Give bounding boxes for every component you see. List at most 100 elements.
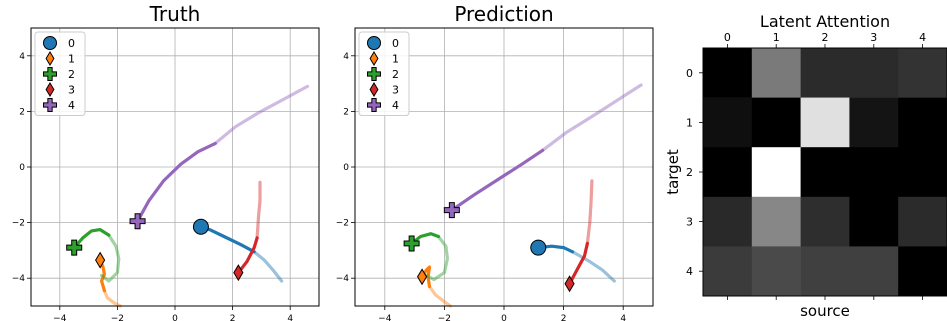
x-tick-label: 1 xyxy=(773,31,780,44)
x-tick-label: 4 xyxy=(919,31,926,44)
heatmap-cell xyxy=(898,196,947,247)
history-trajectory-3 xyxy=(567,241,590,286)
y-tick-label: 2 xyxy=(19,107,25,117)
legend-label-4: 4 xyxy=(68,99,75,112)
heatmap-cell xyxy=(703,196,753,247)
heatmap-cell xyxy=(849,97,899,148)
legend-marker-4 xyxy=(367,98,381,112)
legend-label-2: 2 xyxy=(392,68,399,81)
future-trajectory-3 xyxy=(255,180,262,240)
history-trajectory-2 xyxy=(410,232,440,245)
future-trajectory-1 xyxy=(427,284,452,308)
x-tick-label: 4 xyxy=(620,314,626,321)
legend-box xyxy=(358,31,410,116)
heatmap-cell xyxy=(849,246,899,297)
legend-marker-2 xyxy=(43,67,57,81)
legend-marker-1 xyxy=(45,51,55,66)
y-tick-label: 2 xyxy=(343,107,349,117)
agent-marker-1 xyxy=(95,251,106,269)
x-tick-label: 0 xyxy=(172,314,178,321)
x-tick-label: −2 xyxy=(111,314,124,321)
heatmap-cell xyxy=(751,246,801,297)
heatmap-cell xyxy=(849,196,899,247)
agent-marker-4 xyxy=(443,202,460,219)
agent-marker-3 xyxy=(233,264,244,282)
legend-label-1: 1 xyxy=(392,53,399,66)
x-tick-label: 0 xyxy=(724,31,731,44)
legend-label-0: 0 xyxy=(68,37,75,50)
legend-label-4: 4 xyxy=(392,99,399,112)
y-tick-label: 4 xyxy=(686,265,693,278)
history-trajectory-1 xyxy=(420,265,432,289)
x-tick-label: 2 xyxy=(561,314,567,321)
legend: 0 1 2 3 4 xyxy=(358,31,410,116)
future-trajectory-0 xyxy=(252,250,284,283)
agent-marker-2 xyxy=(66,239,83,256)
future-trajectory-1 xyxy=(102,289,122,308)
x-tick-label: 0 xyxy=(501,314,507,321)
agent-marker-1 xyxy=(416,268,428,286)
heatmap-cell xyxy=(849,147,899,198)
legend-box xyxy=(34,31,86,116)
heatmap-cell xyxy=(751,147,801,198)
y-tick-label: −2 xyxy=(336,219,349,229)
future-trajectory-4 xyxy=(541,83,643,152)
agent-marker-4 xyxy=(129,213,146,230)
truth-panel: −4 −2 0 2 4 −4 −2 0 2 4 Truth 0 1 2 3 4 xyxy=(12,2,320,321)
heatmap-cell xyxy=(898,48,947,98)
history-trajectory-4 xyxy=(136,141,217,223)
heatmap-cell xyxy=(800,196,850,247)
legend-marker-3 xyxy=(45,82,55,97)
legend-marker-0 xyxy=(43,36,57,50)
x-tick-label: 2 xyxy=(822,31,829,44)
chart-title: Prediction xyxy=(454,2,553,26)
history-trajectory-3 xyxy=(236,236,259,275)
heatmap-cell xyxy=(898,97,947,148)
heatmap-cell xyxy=(703,97,753,148)
future-trajectory-2 xyxy=(424,234,449,282)
heatmap-cell xyxy=(703,147,753,198)
legend-marker-3 xyxy=(369,82,379,97)
heatmap-cell xyxy=(849,48,899,98)
y-tick-label: 0 xyxy=(19,163,25,173)
y-tick-label: 2 xyxy=(686,166,693,179)
x-axis-label: source xyxy=(800,302,850,320)
y-tick-label: 1 xyxy=(686,116,693,129)
heatmap-cell xyxy=(800,97,850,148)
legend-label-2: 2 xyxy=(68,68,75,81)
future-trajectory-0 xyxy=(570,250,616,283)
heatmap-cell xyxy=(751,48,801,98)
heatmap-cell xyxy=(898,147,947,198)
heatmap-cell xyxy=(751,97,801,148)
latent-attention-panel: 0 1 2 3 4 0 1 2 3 4 Latent Attention source target xyxy=(664,12,947,320)
heatmap-cell xyxy=(800,147,850,198)
y-tick-label: 4 xyxy=(19,52,25,62)
agent-marker-3 xyxy=(564,275,575,293)
y-tick-label: 3 xyxy=(686,216,693,229)
y-tick-label: −2 xyxy=(12,219,25,229)
legend-marker-1 xyxy=(369,51,379,66)
future-trajectory-2 xyxy=(99,233,121,283)
y-tick-label: 4 xyxy=(343,52,349,62)
x-tick-label: 3 xyxy=(870,31,877,44)
heatmap-cell xyxy=(800,48,850,98)
x-tick-label: −2 xyxy=(438,314,451,321)
legend: 0 1 2 3 4 xyxy=(34,31,86,116)
future-trajectory-3 xyxy=(585,179,594,245)
heatmap-cell xyxy=(898,246,947,297)
y-tick-label: 0 xyxy=(343,163,349,173)
history-trajectory-4 xyxy=(450,148,545,212)
y-tick-label: 0 xyxy=(686,67,693,80)
agent-marker-0 xyxy=(192,218,209,235)
legend-label-1: 1 xyxy=(68,53,75,66)
heatmap-title: Latent Attention xyxy=(760,12,890,31)
x-tick-label: 4 xyxy=(287,314,293,321)
legend-label-3: 3 xyxy=(68,84,75,97)
heatmap-cell xyxy=(703,246,753,297)
heatmap-cell xyxy=(703,48,753,98)
x-tick-label: −4 xyxy=(53,314,67,321)
y-tick-label: −4 xyxy=(12,274,26,284)
legend-label-3: 3 xyxy=(392,84,399,97)
heatmap-cell xyxy=(800,246,850,297)
